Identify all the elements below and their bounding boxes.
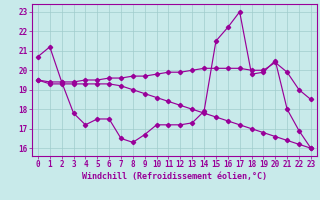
X-axis label: Windchill (Refroidissement éolien,°C): Windchill (Refroidissement éolien,°C) — [82, 172, 267, 181]
